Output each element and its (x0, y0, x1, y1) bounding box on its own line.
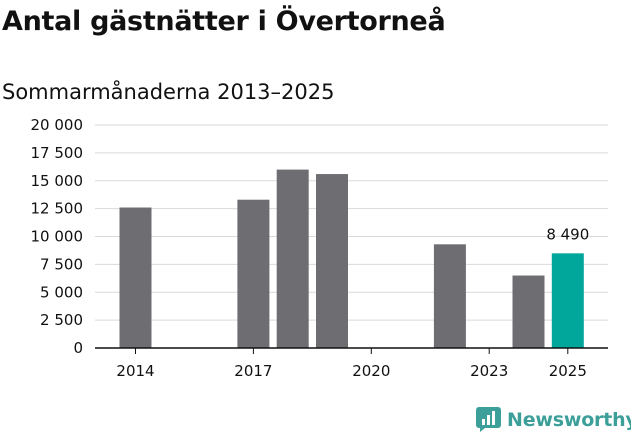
bar (276, 169, 309, 348)
y-tick-label: 7 500 (40, 255, 83, 273)
grid-lines (95, 124, 608, 321)
x-tick-label: 2017 (234, 362, 272, 380)
bar-highlight (551, 253, 584, 348)
y-tick-label: 15 000 (31, 172, 84, 190)
y-tick-label: 10 000 (31, 228, 84, 246)
x-tick-label: 2014 (116, 362, 154, 380)
x-axis: 2014 2017 2020 2023 2025 (95, 347, 608, 380)
y-tick-label: 12 500 (31, 200, 84, 218)
newsworthy-logo-icon (476, 407, 501, 432)
bar (316, 174, 348, 348)
y-axis: 0 2 500 5 000 7 500 10 000 12 500 15 000 17 500… (31, 116, 84, 357)
y-tick-label: 17 500 (31, 144, 84, 162)
chart-subtitle: Sommarmånaderna 2013–2025 (2, 80, 335, 104)
x-tick-label: 2023 (470, 362, 508, 380)
bar (237, 199, 270, 348)
bar (433, 244, 466, 348)
bars (119, 169, 584, 348)
y-tick-label: 5 000 (40, 283, 83, 301)
chart-title: Antal gästnätter i Övertorneå (2, 6, 446, 37)
bar (512, 275, 545, 348)
y-tick-label: 0 (73, 339, 83, 357)
y-tick-label: 2 500 (40, 311, 83, 329)
x-tick-label: 2020 (352, 362, 390, 380)
newsworthy-logo: Newsworthy (476, 407, 631, 432)
brand-name: Newsworthy (507, 408, 631, 431)
data-labels: 8 490 (546, 225, 589, 243)
highlight-value-label: 8 490 (546, 225, 589, 243)
y-tick-label: 20 000 (31, 116, 84, 134)
bar (119, 207, 152, 348)
x-tick-label: 2025 (549, 362, 587, 380)
